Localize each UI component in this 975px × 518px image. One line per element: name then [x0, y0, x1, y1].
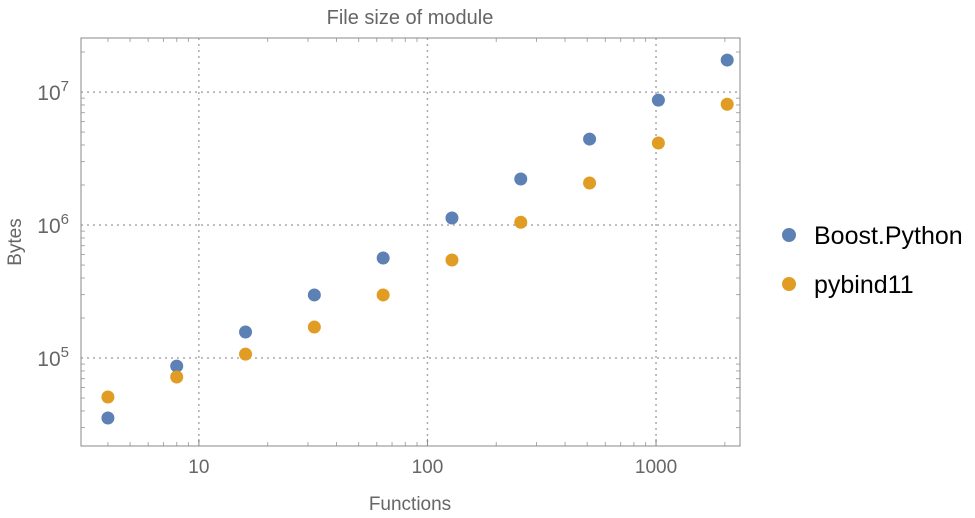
data-point-pybind11 — [239, 347, 253, 361]
x-tick-label: 1000 — [635, 457, 677, 478]
data-point-boost-python — [651, 93, 665, 107]
data-point-boost-python — [101, 411, 115, 425]
data-point-boost-python — [445, 211, 459, 225]
data-point-boost-python — [239, 325, 253, 339]
y-tick-label: 106 — [37, 211, 69, 238]
x-tick-label: 10 — [188, 457, 209, 478]
plot-frame — [80, 37, 741, 447]
y-axis-label: Bytes — [5, 218, 26, 266]
data-point-boost-python — [170, 359, 184, 373]
y-tick-label: 107 — [37, 78, 69, 105]
data-point-pybind11 — [651, 136, 665, 150]
x-tick-label: 100 — [412, 457, 444, 478]
chart-title: File size of module — [327, 7, 494, 29]
data-point-pybind11 — [583, 176, 597, 190]
data-point-pybind11 — [101, 390, 115, 404]
data-point-boost-python — [514, 172, 528, 186]
data-point-pybind11 — [445, 253, 459, 267]
data-point-pybind11 — [720, 97, 734, 111]
legend-marker — [782, 277, 796, 291]
data-point-boost-python — [583, 132, 597, 146]
legend-label: Boost.Python — [814, 222, 963, 250]
legend-marker — [782, 228, 796, 242]
data-point-boost-python — [307, 288, 321, 302]
y-tick-label: 105 — [37, 344, 69, 371]
data-point-pybind11 — [170, 370, 184, 384]
data-point-pybind11 — [307, 320, 321, 334]
legend-label: pybind11 — [814, 271, 914, 299]
data-point-pybind11 — [514, 215, 528, 229]
data-point-pybind11 — [376, 288, 390, 302]
data-point-boost-python — [376, 251, 390, 265]
x-axis-label: Functions — [369, 494, 451, 513]
data-point-boost-python — [720, 53, 734, 67]
